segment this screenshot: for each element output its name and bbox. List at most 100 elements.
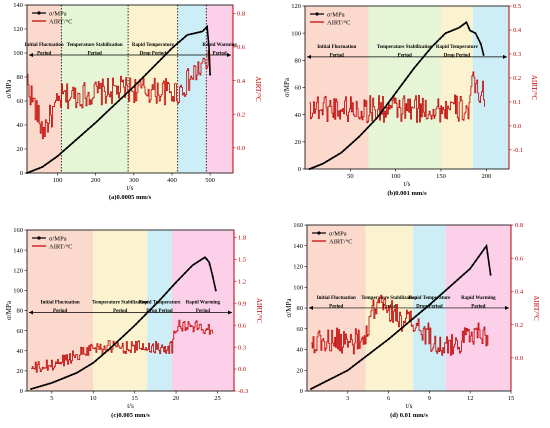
stress-point bbox=[190, 32, 193, 35]
y2-tick-label: 0.2 bbox=[515, 322, 523, 329]
stress-point bbox=[349, 367, 351, 370]
x-tick-label: 150 bbox=[436, 173, 446, 180]
stress-point bbox=[56, 155, 59, 158]
legend-airt-label: AIRT/°C bbox=[329, 238, 353, 245]
chart-c: Initial Fluctuation Period Temperature Sta… bbox=[5, 227, 263, 419]
stress-point bbox=[110, 346, 113, 349]
period-label: Initial Fluctuation bbox=[317, 45, 356, 50]
stress-point bbox=[408, 320, 411, 323]
stress-point bbox=[156, 301, 159, 304]
stress-point bbox=[450, 29, 453, 32]
stress-point bbox=[358, 360, 360, 363]
legend-stress-label: σ/MPa bbox=[49, 10, 67, 17]
arrow-left-icon bbox=[29, 53, 33, 57]
stress-point bbox=[325, 160, 328, 163]
stress-point bbox=[420, 310, 423, 313]
airt-series bbox=[27, 50, 211, 140]
stress-point bbox=[393, 332, 396, 335]
stress-point bbox=[337, 374, 339, 377]
stress-point bbox=[471, 30, 473, 33]
stress-point bbox=[404, 79, 407, 81]
stress-point bbox=[352, 365, 354, 368]
y2-tick-label: -0.3 bbox=[238, 388, 248, 395]
stress-point bbox=[100, 354, 103, 357]
stress-point bbox=[424, 53, 427, 56]
stress-point bbox=[360, 132, 363, 135]
y-tick-label: 60 bbox=[17, 98, 24, 105]
stress-point bbox=[104, 351, 106, 354]
stress-point bbox=[459, 276, 462, 278]
stress-point bbox=[369, 351, 372, 354]
stress-point bbox=[120, 97, 123, 100]
stress-point bbox=[411, 317, 414, 320]
period-region bbox=[61, 5, 129, 173]
stress-point bbox=[313, 386, 316, 389]
chart-d: Initial Fluctuation Period Temperature Sta… bbox=[285, 222, 540, 419]
stress-point bbox=[51, 381, 54, 384]
stress-point bbox=[99, 117, 102, 120]
y2-tick-label: 0.3 bbox=[238, 344, 246, 351]
stress-point bbox=[175, 43, 178, 46]
period-label: Temperature Stabilization bbox=[377, 45, 433, 50]
stress-point bbox=[68, 144, 71, 147]
period-label: Drop Period bbox=[140, 52, 167, 57]
stress-point bbox=[405, 322, 408, 325]
stress-point bbox=[190, 265, 193, 268]
stress-point bbox=[349, 143, 352, 146]
stress-point bbox=[131, 326, 134, 329]
period-label: Rapid Temperature bbox=[408, 296, 451, 301]
y-tick-label: 80 bbox=[295, 58, 302, 65]
stress-point bbox=[465, 21, 468, 24]
period-label: Rapid Warming bbox=[202, 43, 237, 48]
stress-point bbox=[355, 138, 357, 141]
stress-point bbox=[355, 363, 357, 365]
stress-point bbox=[153, 304, 156, 307]
stress-point bbox=[105, 111, 108, 114]
stress-point bbox=[73, 372, 76, 375]
stress-point bbox=[203, 28, 205, 31]
y-tick-label: 0 bbox=[20, 388, 23, 395]
period-label: Temperature Stabilization bbox=[67, 43, 123, 48]
y2-tick-label: 0.8 bbox=[237, 11, 245, 18]
chart-a: Initial Fluctuation Period Temperature Sta… bbox=[5, 2, 262, 201]
stress-point bbox=[363, 129, 366, 132]
stress-point bbox=[346, 369, 348, 372]
stress-point bbox=[205, 258, 208, 260]
stress-point bbox=[438, 294, 441, 297]
y2-tick-label: 0.0 bbox=[515, 355, 523, 362]
stress-point bbox=[401, 82, 404, 85]
y2-tick-label: 0.0 bbox=[513, 123, 521, 130]
stress-point bbox=[162, 295, 165, 298]
stress-point bbox=[184, 272, 186, 275]
stress-point bbox=[119, 337, 122, 340]
stress-point bbox=[453, 281, 456, 284]
stress-point bbox=[42, 384, 45, 387]
y-axis-label: σ/MPa bbox=[5, 300, 13, 320]
y2-tick-label: 1.2 bbox=[238, 278, 246, 285]
period-label: Rapid Temperature bbox=[132, 43, 175, 48]
y-tick-label: 20 bbox=[17, 146, 24, 153]
stress-point bbox=[178, 40, 181, 43]
stress-point bbox=[137, 320, 140, 323]
stress-point bbox=[38, 167, 41, 170]
y2-tick-label: 0.9 bbox=[238, 300, 246, 307]
stress-point bbox=[372, 349, 375, 352]
stress-point bbox=[319, 383, 322, 386]
x-tick-label: 12 bbox=[467, 395, 474, 402]
stress-point bbox=[50, 159, 53, 162]
legend-stress-label: σ/MPa bbox=[329, 230, 347, 237]
stress-point bbox=[65, 147, 68, 150]
stress-point bbox=[465, 270, 468, 273]
stress-point bbox=[444, 289, 447, 292]
stress-point bbox=[209, 73, 212, 76]
stress-point bbox=[151, 67, 154, 70]
period-label: Initial Fluctuation bbox=[317, 296, 356, 301]
stress-point bbox=[372, 120, 375, 123]
x-axis-label: t/s bbox=[127, 184, 134, 192]
period-region bbox=[206, 5, 233, 173]
stress-point bbox=[116, 340, 119, 343]
stress-point bbox=[474, 260, 477, 262]
legend-airt-label: AIRT/°C bbox=[49, 243, 73, 250]
stress-point bbox=[168, 288, 171, 291]
legend-stress-marker bbox=[37, 11, 41, 15]
